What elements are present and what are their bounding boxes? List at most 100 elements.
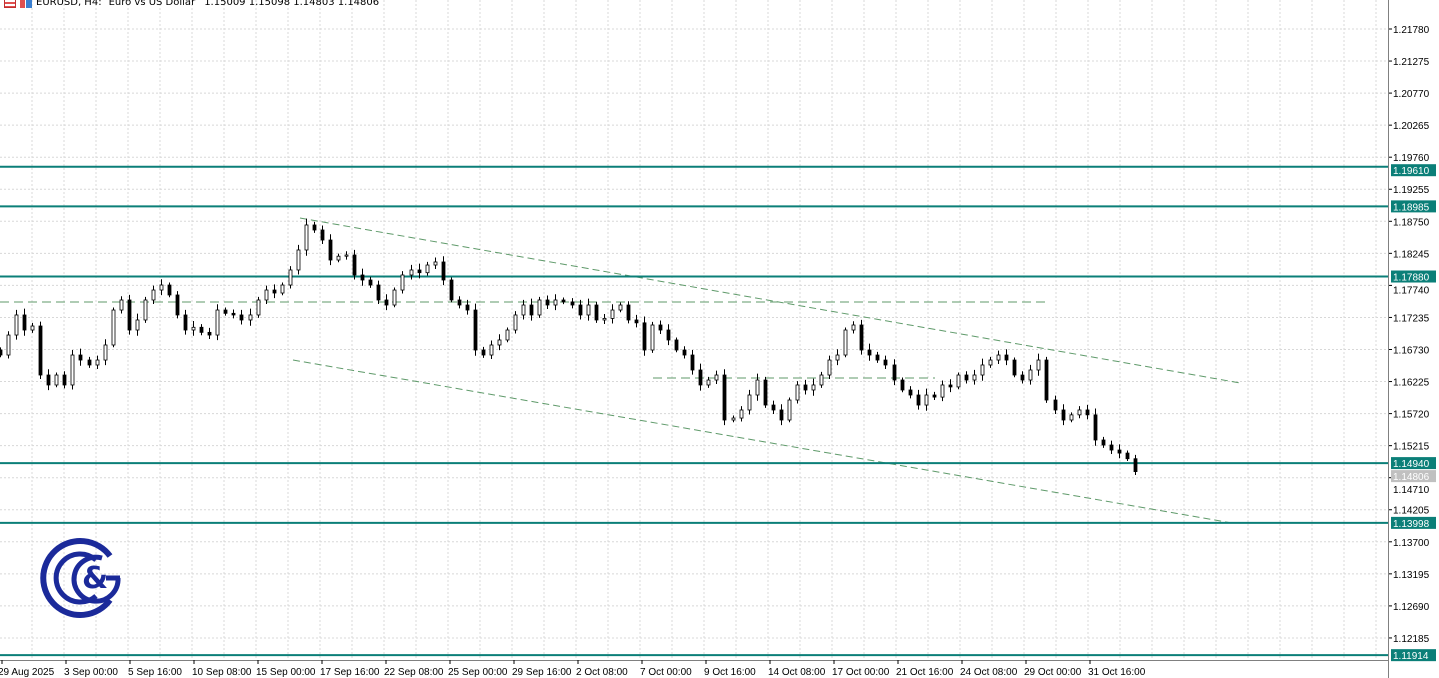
candle-body-bear — [666, 329, 671, 341]
x-tick-label: 17 Sep 16:00 — [320, 667, 380, 678]
candle — [280, 282, 285, 296]
candle — [1093, 408, 1098, 446]
logo-inner-arc — [53, 551, 98, 605]
candle — [731, 415, 736, 423]
candle — [634, 314, 639, 328]
candle — [320, 225, 325, 245]
candle — [119, 296, 124, 314]
candle-body-bear — [207, 331, 212, 336]
candle — [127, 294, 132, 335]
y-tick-label: 1.13195 — [1393, 570, 1430, 581]
list-icon[interactable] — [4, 0, 16, 8]
candle-body-bear — [932, 394, 937, 398]
candle — [328, 234, 333, 266]
candle-body-bull — [119, 299, 124, 311]
candle — [1004, 349, 1009, 366]
candle — [111, 307, 116, 348]
candle-body-bull — [1077, 409, 1082, 416]
candle-body-bull — [215, 309, 220, 336]
bid-label: 1.14806 — [1393, 472, 1430, 483]
candle — [513, 311, 518, 334]
candle-body-bear — [594, 304, 599, 321]
candle-body-bull — [731, 417, 736, 421]
candle-body-bull — [304, 224, 309, 251]
candle — [1036, 353, 1041, 376]
candle-body-bear — [62, 374, 67, 386]
candle-body-bull — [610, 309, 615, 319]
x-tick-label: 5 Sep 16:00 — [128, 667, 182, 678]
candle-body-bear — [473, 309, 478, 351]
x-tick-label: 10 Sep 08:00 — [192, 667, 252, 678]
chart-properties-icon[interactable] — [20, 0, 32, 8]
candle — [674, 337, 679, 353]
candle-body-bear — [167, 284, 172, 296]
candle-body-bear — [449, 279, 454, 301]
candle-body-bear — [78, 354, 83, 361]
candle — [1069, 412, 1074, 423]
time-axis[interactable]: 29 Aug 2025 3 Sep 00:00 5 Sep 16:00 10 Sep … — [0, 660, 1388, 678]
candle-body-bear — [481, 349, 486, 356]
candle-body-bull — [851, 324, 856, 331]
candle-body-bull — [70, 354, 75, 386]
candle-body-bear — [578, 304, 583, 316]
candle-body-bear — [545, 299, 550, 306]
candle-body-bull — [650, 324, 655, 351]
symbol-timeframe: EURUSD, H4: — [36, 0, 102, 8]
candle — [272, 284, 277, 299]
candle-body-bear — [1125, 452, 1130, 460]
candle — [231, 309, 236, 319]
x-tick-label: 3 Sep 00:00 — [64, 667, 118, 678]
x-tick-label: 29 Oct 00:00 — [1024, 667, 1082, 678]
candle — [1109, 440, 1114, 455]
candle — [473, 303, 478, 356]
candle — [1028, 364, 1033, 385]
x-tick-label: 15 Sep 00:00 — [256, 667, 316, 678]
candle-body-bear — [722, 374, 727, 421]
level-label: 1.14940 — [1393, 459, 1430, 470]
candle-body-bear — [1133, 458, 1138, 473]
candle-body-bear — [1109, 444, 1114, 451]
candle — [336, 253, 341, 263]
candle — [819, 371, 824, 388]
candle — [706, 376, 711, 388]
candle-body-bear — [38, 325, 43, 376]
candle — [811, 378, 816, 396]
y-tick-label: 1.15720 — [1393, 410, 1430, 421]
candle — [892, 359, 897, 386]
candle-body-bear — [682, 349, 687, 356]
candle-body-bear — [312, 224, 317, 231]
candle — [1101, 436, 1106, 448]
candle-body-bear — [779, 409, 784, 421]
candle-body-bear — [1093, 414, 1098, 441]
candle — [1061, 404, 1066, 426]
candle-body-bull — [409, 269, 414, 276]
candle-body-bull — [344, 254, 349, 257]
y-tick-label: 1.18245 — [1393, 249, 1430, 260]
candle — [1044, 356, 1049, 403]
candle — [264, 285, 269, 304]
candle-body-bear — [803, 384, 808, 391]
candle-body-bear — [867, 349, 872, 356]
candle-body-bull — [714, 374, 719, 381]
candle — [618, 302, 623, 313]
y-tick-label: 1.17740 — [1393, 286, 1430, 297]
candle-body-bull — [1069, 414, 1074, 421]
x-tick-label: 17 Oct 00:00 — [832, 667, 890, 678]
y-tick-label: 1.20265 — [1393, 121, 1430, 132]
candle — [690, 349, 695, 375]
candle-body-bear — [417, 269, 422, 274]
grid — [0, 0, 1388, 660]
candle — [545, 295, 550, 310]
candle — [1125, 450, 1130, 462]
price-axis[interactable]: 1.21780 1.21275 1.20770 1.20265 1.19760 1.192… — [1388, 0, 1436, 678]
candles — [0, 218, 1138, 476]
candle-body-bear — [223, 309, 228, 314]
candle-body-bear — [328, 239, 333, 261]
horizontal-levels[interactable]: 1.19610 1.18985 1.17880 1.14940 1.13998 1.119… — [0, 164, 1436, 662]
level-label-box — [1391, 164, 1436, 177]
x-tick-label: 9 Oct 16:00 — [704, 667, 756, 678]
candle — [352, 249, 357, 280]
y-tick-label: 1.16730 — [1393, 345, 1430, 356]
candle — [199, 324, 204, 336]
